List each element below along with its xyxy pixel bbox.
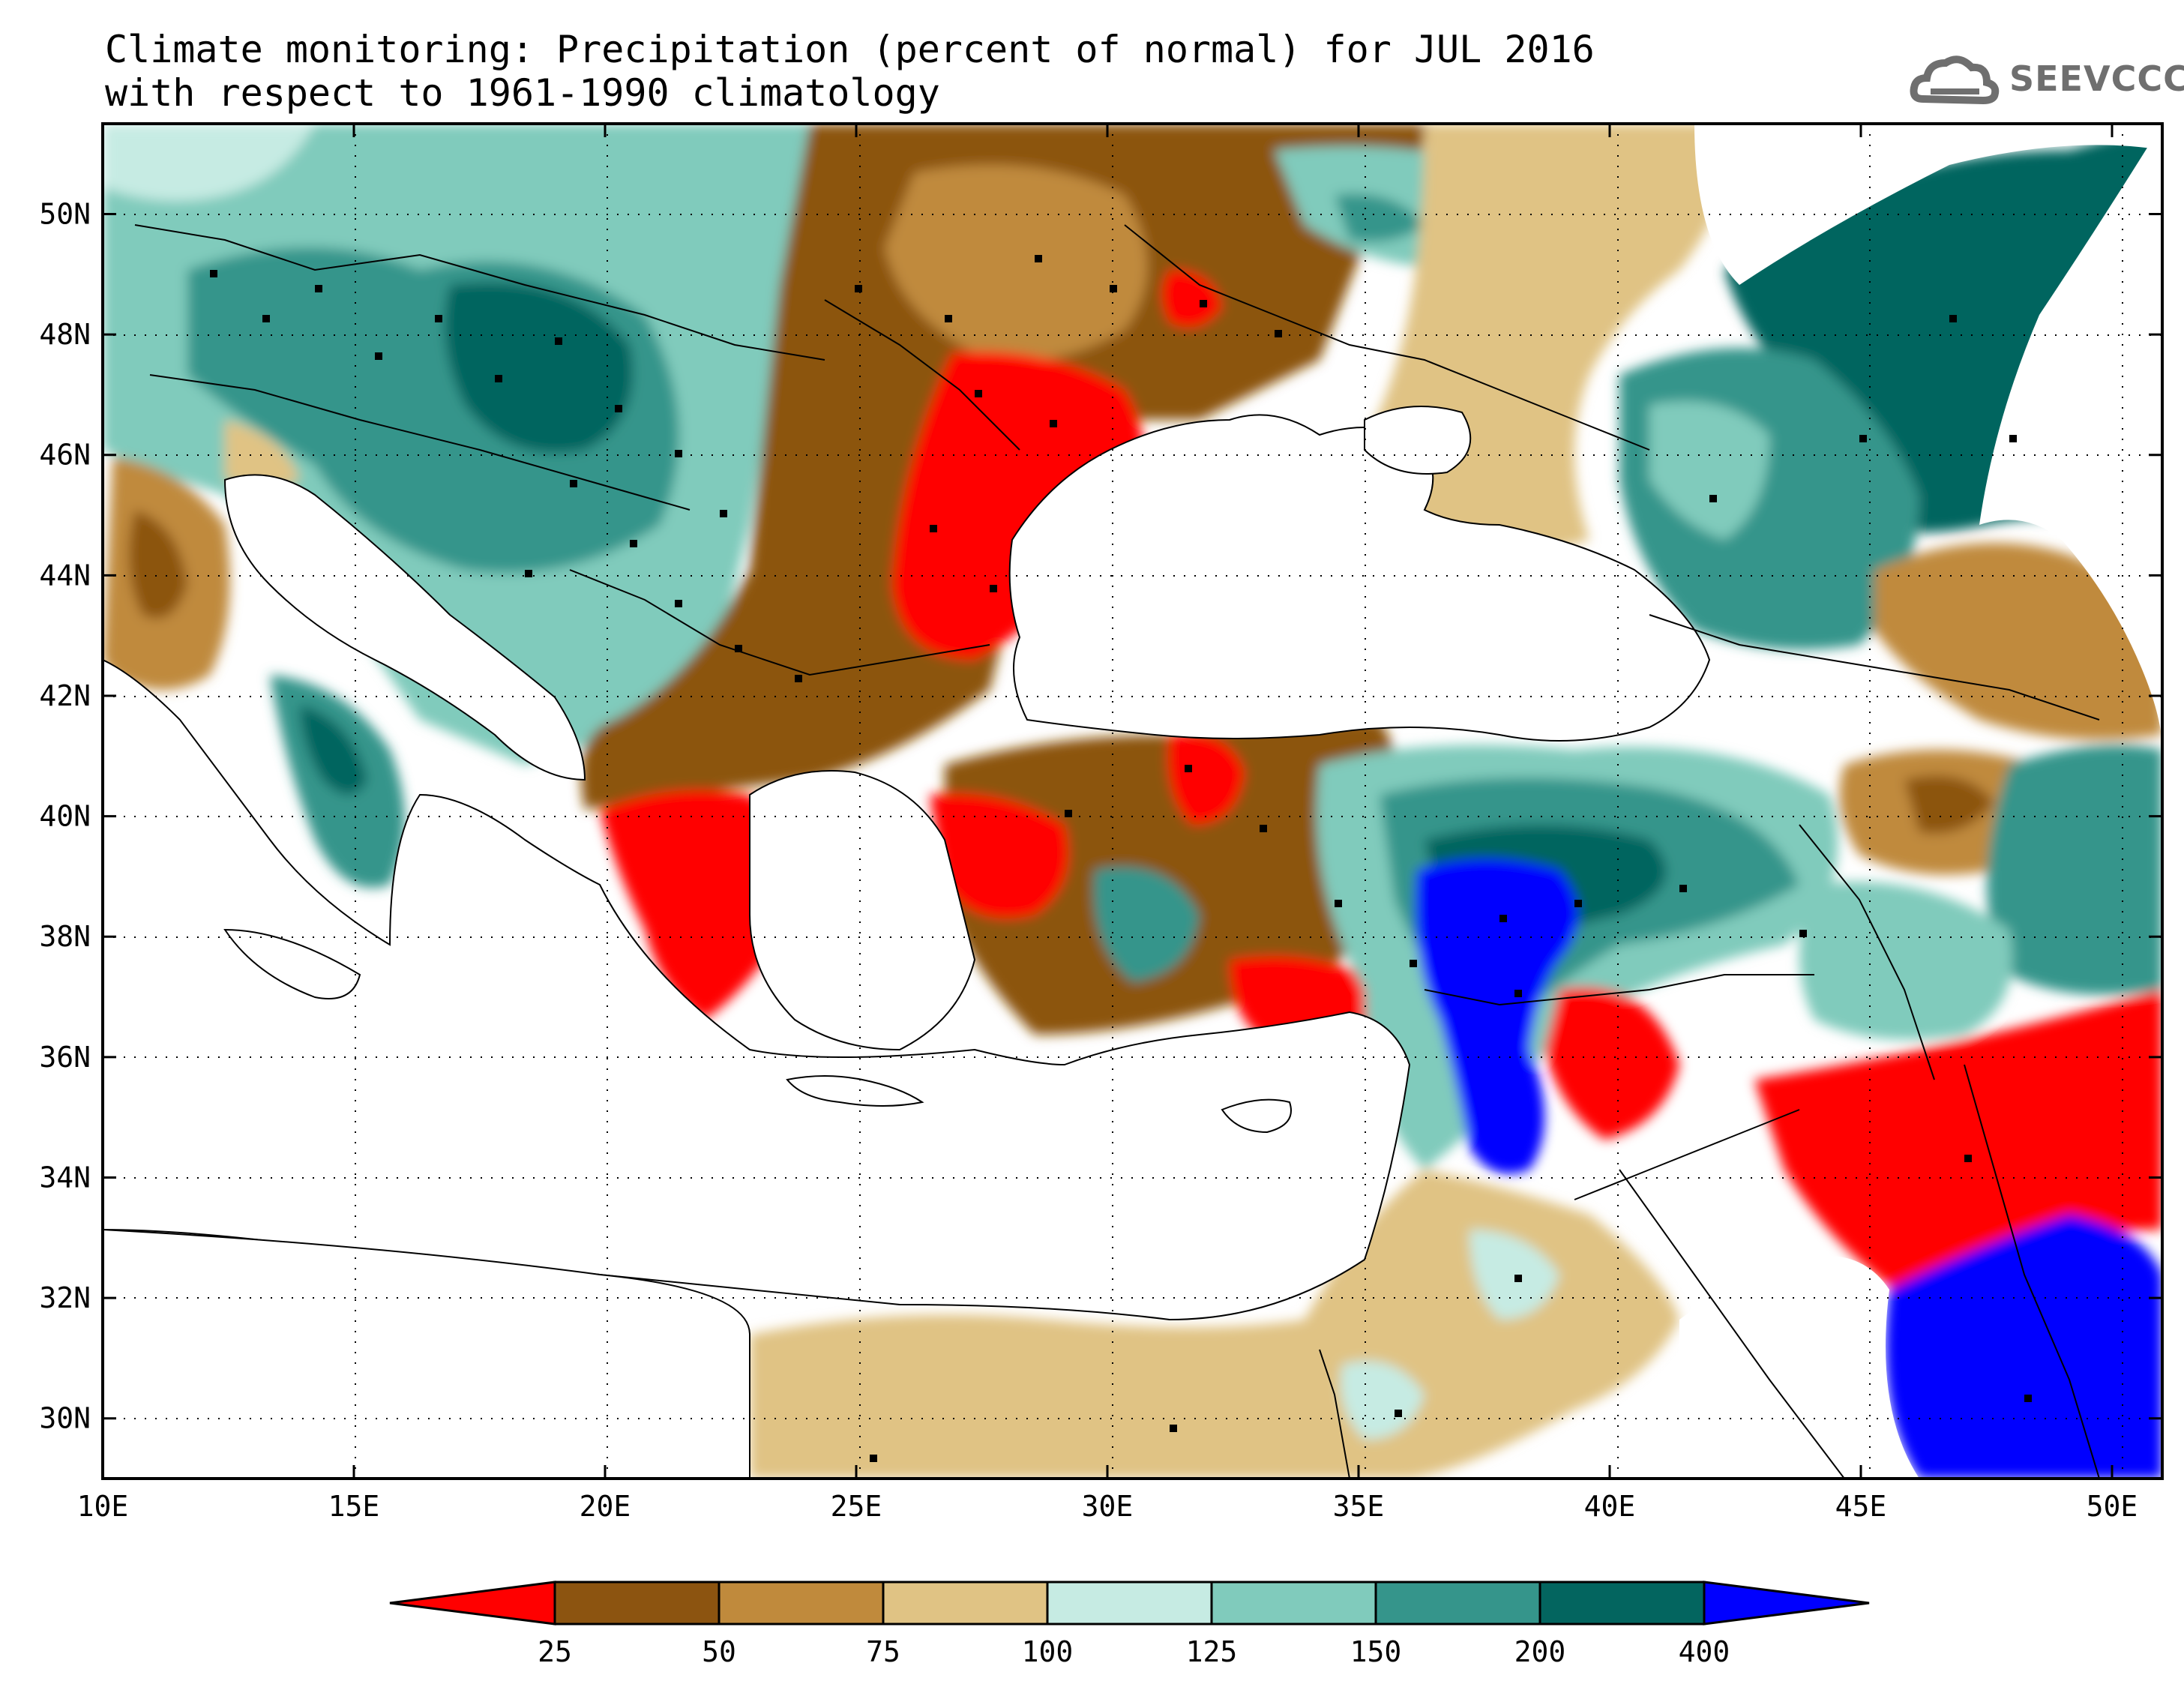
lon-tick-label: 25E [831, 1490, 882, 1523]
precipitation-field [103, 124, 2162, 1479]
lat-tick-label: 38N [39, 920, 91, 953]
colorbar-box [1046, 1581, 1213, 1626]
logo-text: SEEVCCC [2009, 58, 2184, 99]
lat-tick-label: 48N [39, 318, 91, 351]
map-frame [101, 122, 2164, 1480]
borders [134, 224, 2100, 1479]
colorbar-box [553, 1581, 721, 1626]
lat-tick-label: 32N [39, 1281, 91, 1314]
cloud-icon [1910, 55, 2000, 105]
lon-tick-label: 10E [77, 1490, 129, 1523]
colorbar-label: 100 [1022, 1635, 1074, 1668]
lon-tick-label: 20E [580, 1490, 631, 1523]
colorbar: 25 50 75 100 125 150 200 400 [389, 1581, 1870, 1668]
latitude-axis: 30N 32N 34N 36N 38N 40N 42N 44N 46N 48N 50N [39, 197, 2162, 1435]
lon-tick-label: 45E [1835, 1490, 1887, 1523]
lon-tick-label: 50E [2087, 1490, 2138, 1523]
station-markers [210, 255, 2032, 1462]
islands [223, 928, 1292, 1134]
colorbar-label: 125 [1186, 1635, 1238, 1668]
colorbar-box [882, 1581, 1049, 1626]
colorbar-box [1210, 1581, 1377, 1626]
colorbar-arrow-low [389, 1581, 556, 1626]
lat-tick-label: 46N [39, 439, 91, 472]
colorbar-label: 150 [1350, 1635, 1402, 1668]
lon-tick-label: 30E [1082, 1490, 1134, 1523]
longitude-axis: 10E 15E 20E 25E 30E 35E 40E 45E 50E [77, 124, 2138, 1523]
lat-tick-label: 40N [39, 800, 91, 833]
lon-tick-label: 15E [328, 1490, 380, 1523]
lat-tick-label: 36N [39, 1041, 91, 1074]
colorbar-label: 50 [702, 1635, 736, 1668]
lat-tick-label: 34N [39, 1161, 91, 1194]
grid-lines [103, 124, 2162, 1479]
colorbar-label: 200 [1514, 1635, 1566, 1668]
sea-areas [103, 124, 2162, 1479]
colorbar-box [718, 1581, 885, 1626]
colorbar-label: 75 [866, 1635, 900, 1668]
colorbar-box [1374, 1581, 1541, 1626]
colorbar-box [1538, 1581, 1706, 1626]
colorbar-label: 25 [538, 1635, 572, 1668]
lon-tick-label: 35E [1333, 1490, 1385, 1523]
colorbar-label: 400 [1679, 1635, 1730, 1668]
lon-tick-label: 40E [1584, 1490, 1636, 1523]
map-title-line-1: Climate monitoring: Precipitation (perce… [105, 28, 1595, 71]
lat-tick-label: 50N [39, 197, 91, 230]
lat-tick-label: 42N [39, 679, 91, 712]
colorbar-arrow-high [1703, 1581, 1870, 1626]
map-title-line-2: with respect to 1961-1990 climatology [105, 71, 940, 115]
lat-tick-label: 30N [39, 1402, 91, 1435]
lat-tick-label: 44N [39, 559, 91, 592]
